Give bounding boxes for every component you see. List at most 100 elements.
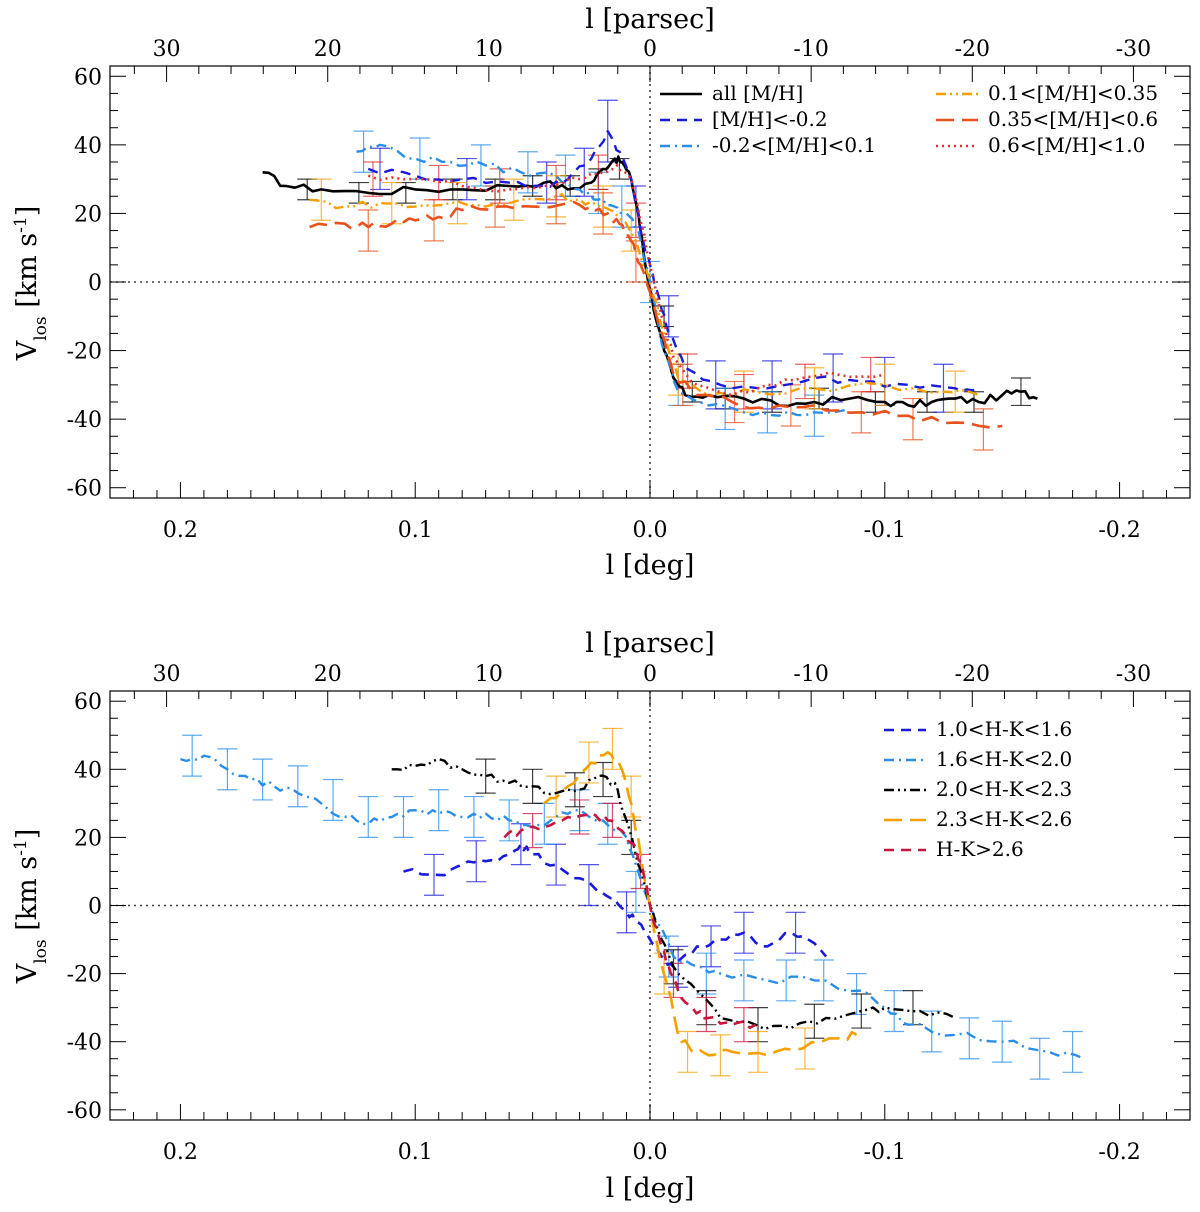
- errorbar: [470, 144, 491, 187]
- x2-tick-label: -30: [1116, 37, 1151, 62]
- legend-label: 1.6<H-K<2.0: [936, 747, 1072, 771]
- x2-tick-label: 0: [643, 37, 657, 62]
- x-tick-label: 0.1: [398, 1140, 433, 1165]
- y-tick-label: -60: [67, 1099, 102, 1124]
- series-line: [403, 842, 828, 969]
- legend-label: 0.6<[M/H]<1.0: [988, 133, 1145, 157]
- y-tick-label: -40: [67, 408, 102, 433]
- y-tick-label: -20: [67, 963, 102, 988]
- errorbar: [287, 765, 308, 808]
- x2-tick-label: -10: [793, 37, 828, 62]
- x2-tick-label: 30: [153, 37, 181, 62]
- x2-tick-label: 20: [314, 662, 342, 687]
- x-tick-label: -0.2: [1098, 1140, 1140, 1165]
- errorbar: [424, 853, 444, 896]
- series-line: [367, 129, 980, 392]
- x2-tick-label: -20: [955, 662, 990, 687]
- errorbar: [860, 356, 881, 393]
- top-panel-series: [262, 129, 1038, 429]
- y-tick-label: 40: [74, 758, 102, 783]
- bottom-panel-series: [180, 750, 1085, 1060]
- y-tick-label: 0: [88, 271, 102, 296]
- y-tick-label: 60: [74, 65, 102, 90]
- bottom-panel-x-axis-title: l [deg]: [606, 1173, 695, 1204]
- x2-tick-label: 0: [643, 662, 657, 687]
- errorbar: [182, 734, 203, 777]
- ylabel-v: V: [12, 340, 43, 361]
- errorbar: [456, 157, 477, 201]
- errorbar: [353, 130, 374, 173]
- ylabel-sub: los: [31, 316, 51, 340]
- errorbar: [311, 178, 332, 221]
- ylabel-sub: los: [31, 939, 51, 963]
- errorbar: [428, 789, 449, 832]
- errorbar: [851, 993, 872, 1029]
- ylabel-unit: [km s: [12, 856, 43, 940]
- errorbar: [1029, 1037, 1050, 1080]
- series-line: [180, 754, 1085, 1060]
- top-panel-legend: all [M/H][M/H]<-0.2-0.2<[M/H]<0.1 0.1<[M/…: [660, 81, 1158, 157]
- series-line: [503, 812, 757, 1030]
- errorbar: [710, 1034, 731, 1077]
- top-panel-y-axis-title: Vlos [km s-1]: [11, 206, 51, 362]
- errorbar: [252, 758, 273, 801]
- errorbar: [733, 1007, 754, 1043]
- legend-label: 0.1<[M/H]<0.35: [988, 81, 1158, 105]
- bottom-panel-tick-labels: 60 40 20 0 -20 -40 -60 0.2 0.1 0.0 -0.1 -0.2 30 20 10 0…: [67, 662, 1152, 1165]
- series-line: [543, 750, 858, 1057]
- x-tick-label: -0.1: [864, 518, 906, 543]
- ylabel-close: ]: [12, 206, 43, 217]
- bottom-panel: 60 40 20 0 -20 -40 -60 0.2 0.1 0.0 -0.1 -0.2 30 20 10 0…: [11, 628, 1191, 1204]
- errorbar: [522, 812, 543, 849]
- errorbar: [813, 959, 834, 1002]
- errorbar: [776, 959, 797, 1002]
- errorbar: [621, 775, 642, 818]
- errorbar: [823, 353, 844, 403]
- errorbar: [874, 363, 895, 407]
- errorbar: [696, 952, 717, 995]
- errorbar: [395, 181, 416, 204]
- errorbar: [574, 147, 595, 197]
- errorbar: [677, 1030, 698, 1073]
- errorbar: [428, 164, 449, 201]
- series-line: [391, 757, 956, 1031]
- errorbar: [297, 178, 318, 201]
- y-tick-label: 20: [74, 202, 102, 227]
- series-line: [356, 143, 850, 417]
- x-tick-label: 0.1: [398, 518, 433, 543]
- errorbar: [884, 990, 905, 1033]
- errorbar: [1062, 1030, 1083, 1073]
- bottom-panel-ticks: [110, 691, 1190, 1120]
- x-tick-label: 0.2: [163, 518, 198, 543]
- series-line: [309, 193, 980, 398]
- ylabel-sup: -1: [11, 839, 31, 856]
- errorbar: [358, 209, 379, 252]
- errorbar: [475, 758, 496, 794]
- x-tick-label: 0.0: [633, 1140, 668, 1165]
- legend-label: [M/H]<-0.2: [712, 107, 828, 131]
- top-panel-x-axis-title: l [deg]: [606, 550, 695, 581]
- errorbar: [794, 1027, 815, 1070]
- legend-label: 1.0<H-K<1.6: [936, 717, 1072, 741]
- top-panel-errorbars: [297, 99, 1031, 451]
- y-tick-label: 20: [74, 826, 102, 851]
- legend-label: H-K>2.6: [936, 837, 1024, 861]
- x2-tick-label: -30: [1116, 662, 1151, 687]
- y-tick-label: -20: [67, 340, 102, 365]
- errorbar: [593, 761, 614, 798]
- errorbar: [409, 137, 430, 180]
- x-tick-label: -0.1: [864, 1140, 906, 1165]
- y-tick-label: 0: [88, 895, 102, 920]
- errorbar: [578, 864, 599, 907]
- top-panel-tick-labels: 60 40 20 0 -20 -40 -60 0.2 0.1 0.0 -0.1 -0.2 30 20 10 0…: [67, 37, 1152, 543]
- legend-label: 0.35<[M/H]<0.6: [988, 107, 1158, 131]
- top-panel-x2-axis-title: l [parsec]: [585, 4, 715, 35]
- bottom-panel-y-axis-title: Vlos [km s-1]: [11, 829, 51, 985]
- x2-tick-label: 30: [153, 662, 181, 687]
- x-tick-label: 0.0: [633, 518, 668, 543]
- ylabel-close: ]: [12, 829, 43, 840]
- errorbar: [466, 840, 487, 883]
- legend-label: 2.3<H-K<2.6: [936, 807, 1072, 831]
- errorbar: [785, 911, 806, 954]
